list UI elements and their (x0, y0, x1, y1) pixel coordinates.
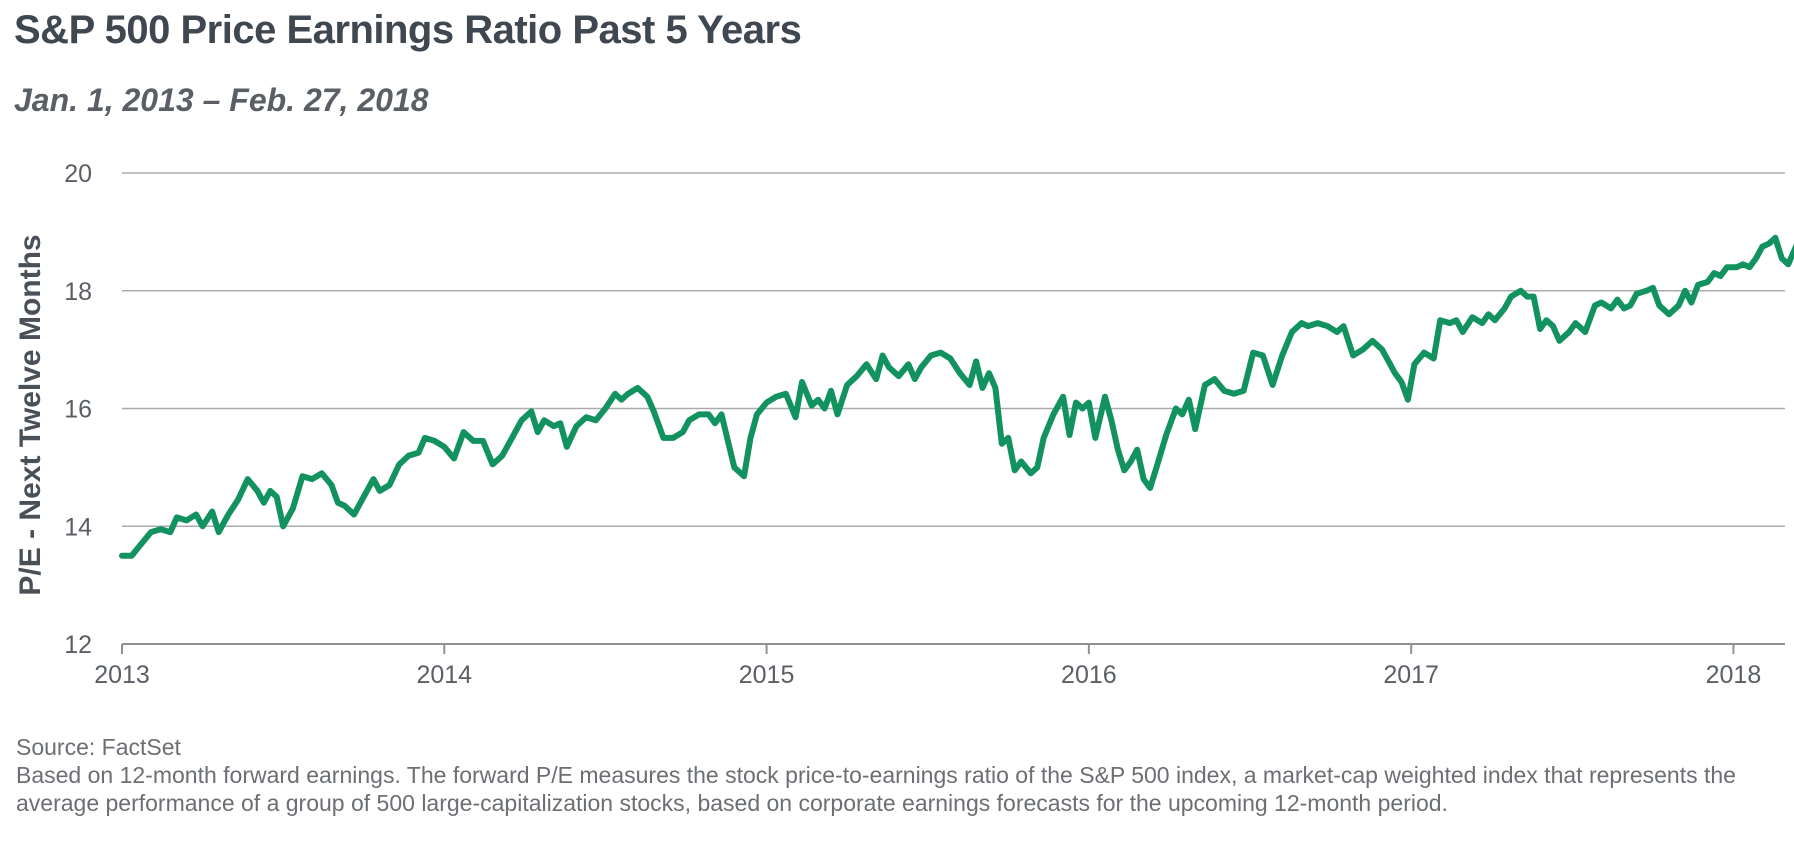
x-tick-label: 2017 (1383, 661, 1439, 689)
source-note: Source: FactSet (16, 734, 181, 760)
y-tick-label: 12 (64, 631, 92, 659)
pe-ratio-series-line (119, 234, 1794, 559)
pe-ratio-line-chart: 12 14 16 18 20 2013 2014 2015 2016 2017 2018 P/E … (14, 160, 1794, 689)
y-tick-label: 16 (64, 396, 92, 424)
x-tick-label: 2018 (1706, 661, 1762, 689)
x-tick-label: 2015 (739, 661, 795, 689)
x-tick-label: 2016 (1061, 661, 1117, 689)
y-axis-label: P/E - Next Twelve Months (14, 234, 47, 595)
chart-footer: Source: FactSet Based on 12-month forwar… (16, 733, 1756, 817)
x-axis: 2013 2014 2015 2016 2017 2018 (94, 644, 1761, 689)
methodology-note: Based on 12-month forward earnings. The … (16, 762, 1736, 816)
x-tick-label: 2014 (416, 661, 472, 689)
y-axis-ticks: 12 14 16 18 20 (64, 160, 92, 659)
y-tick-label: 18 (64, 278, 92, 306)
x-tick-label: 2013 (94, 661, 150, 689)
chart-subtitle: Jan. 1, 2013 – Feb. 27, 2018 (14, 82, 429, 118)
chart-title: S&P 500 Price Earnings Ratio Past 5 Year… (14, 8, 802, 52)
y-tick-label: 14 (64, 513, 92, 541)
grid-lines (122, 172, 1785, 645)
y-tick-label: 20 (64, 160, 92, 188)
